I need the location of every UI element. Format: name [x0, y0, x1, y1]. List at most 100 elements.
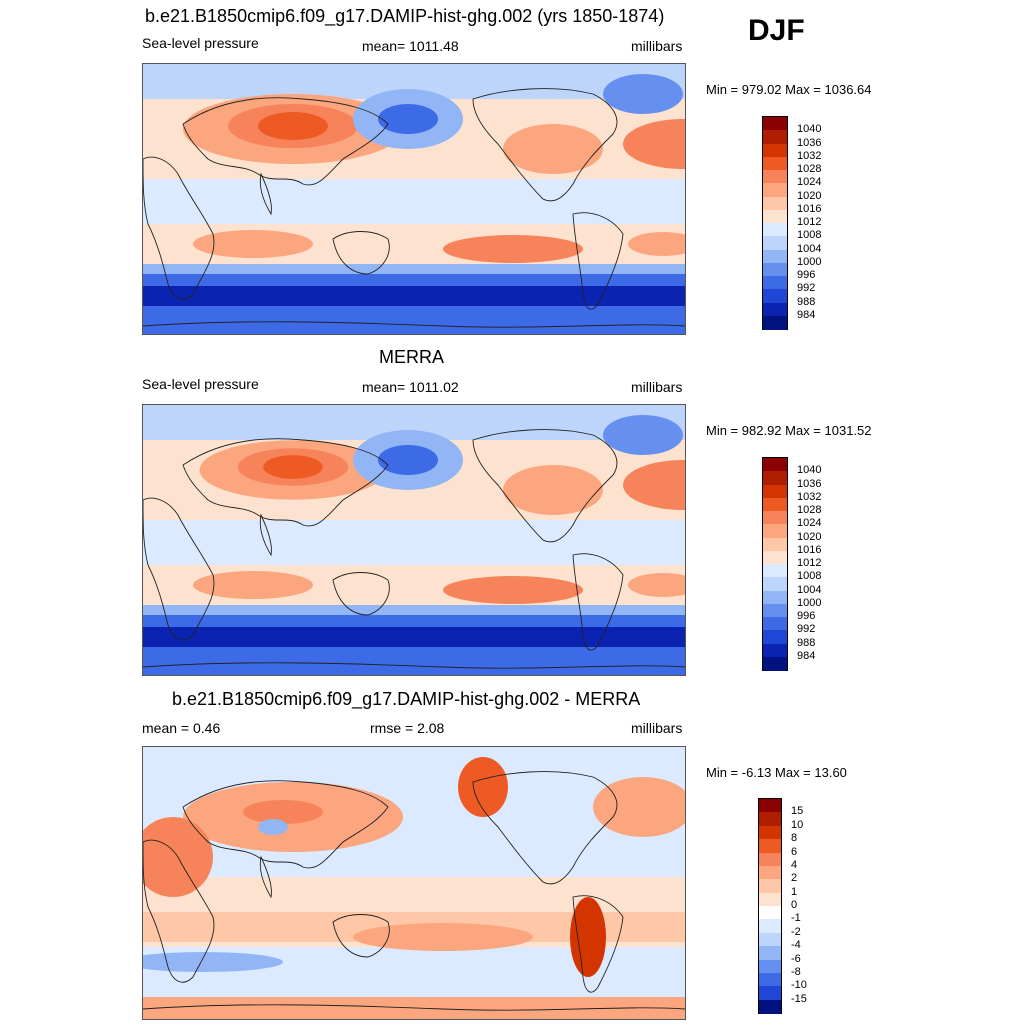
- colorbar-swatch: [763, 524, 787, 538]
- colorbar-label: 1028: [797, 163, 822, 175]
- colorbar-label: 2: [791, 872, 798, 885]
- colorbar-label: 996: [797, 269, 816, 281]
- colorbar-swatch: [759, 932, 781, 947]
- colorbar-label: 988: [797, 636, 816, 649]
- colorbar-swatch: [763, 262, 787, 277]
- coastline: [259, 855, 272, 899]
- colorbar-swatch: [763, 183, 787, 197]
- colorbar-swatch: [763, 209, 787, 224]
- azores-high: [623, 119, 685, 169]
- colorbar-swatch: [759, 906, 781, 920]
- colorbar-swatch: [763, 249, 787, 264]
- panel-2-mean-label: mean= 1011.02: [362, 379, 459, 395]
- colorbar-swatch: [759, 825, 781, 840]
- panel-1-map: [142, 63, 686, 335]
- colorbar-label: -15: [791, 992, 807, 1005]
- panel-1-mean-label: mean= 1011.48: [362, 38, 459, 54]
- polar-band: [143, 306, 685, 334]
- colorbar-swatch: [763, 577, 787, 591]
- colorbar-label: 1032: [797, 149, 822, 162]
- colorbar-swatch: [763, 196, 787, 211]
- south-pacific-high: [443, 576, 583, 604]
- circumpolar-low-band: [143, 286, 685, 306]
- colorbar-swatch: [763, 656, 787, 671]
- coastline: [182, 438, 389, 527]
- colorbar-swatch: [763, 236, 787, 250]
- coastline: [572, 212, 624, 310]
- coastline: [259, 172, 272, 216]
- south-atlantic-high: [628, 232, 685, 256]
- colorbar-label: 0: [791, 899, 798, 911]
- coastline: [332, 914, 390, 958]
- panel-3-minmax: Min = -6.13 Max = 13.60: [706, 765, 847, 780]
- siberian-high-center: [258, 112, 328, 140]
- colorbar-label: 1040: [797, 464, 822, 477]
- panel-2-map: [142, 404, 686, 676]
- colorbar-label: -4: [791, 939, 801, 952]
- icelandic-low: [603, 415, 683, 455]
- colorbar-swatch: [763, 484, 787, 499]
- colorbar-swatch: [763, 170, 787, 184]
- panel-2-map-canvas: [143, 405, 685, 675]
- colorbar-label: 10: [791, 818, 804, 831]
- colorbar-swatch: [763, 537, 787, 552]
- coastline: [572, 895, 624, 993]
- colorbar-swatch: [763, 511, 787, 525]
- tibet-negative: [258, 819, 288, 835]
- tropical-band: [143, 520, 685, 565]
- coastline: [472, 429, 618, 543]
- aleutian-low-core: [378, 104, 438, 134]
- colorbar-label: 984: [797, 308, 816, 321]
- panel-2-variable-label: Sea-level pressure: [142, 376, 259, 392]
- south-atlantic-high: [628, 573, 685, 597]
- colorbar-swatch: [763, 143, 787, 158]
- colorbar-swatch: [763, 130, 787, 144]
- coastline: [182, 97, 389, 186]
- colorbar-swatch: [759, 865, 781, 880]
- colorbar-label: 1032: [797, 490, 822, 503]
- colorbar-swatch: [763, 117, 787, 131]
- coastline: [143, 321, 685, 328]
- colorbar-swatch: [763, 471, 787, 485]
- coastline: [259, 513, 272, 557]
- colorbar-swatch: [759, 852, 781, 867]
- south-indian-high: [193, 230, 313, 258]
- panel-3-title: b.e21.B1850cmip6.f09_g17.DAMIP-hist-ghg.…: [172, 689, 641, 709]
- colorbar-label: 1: [791, 885, 798, 898]
- tropical-band: [143, 179, 685, 224]
- colorbar-swatch: [763, 550, 787, 565]
- colorbar-swatch: [759, 959, 781, 974]
- storm-track-band: [143, 274, 685, 289]
- colorbar-swatch: [763, 603, 787, 618]
- storm-track-band: [143, 615, 685, 630]
- colorbar-swatch: [763, 643, 787, 658]
- siberian-high-center: [263, 455, 323, 479]
- coastline: [472, 88, 618, 202]
- colorbar-label: 1008: [797, 570, 822, 583]
- coastline: [143, 497, 215, 641]
- panel-3-mean-label: mean = 0.46: [142, 720, 221, 736]
- colorbar-label: 15: [791, 805, 804, 818]
- colorbar-swatch: [759, 799, 781, 813]
- colorbar-swatch: [763, 590, 787, 605]
- colorbar-label: 1020: [797, 530, 822, 543]
- colorbar-swatch: [763, 617, 787, 631]
- colorbar-label: 1036: [797, 477, 822, 490]
- panel-3-rmse-label: rmse = 2.08: [370, 720, 445, 736]
- season-label: DJF: [748, 14, 805, 47]
- colorbar-label: -2: [791, 925, 801, 938]
- south-indian-high: [193, 571, 313, 599]
- aleutian-low-core: [378, 445, 438, 475]
- colorbar-swatch: [763, 223, 787, 237]
- coastline: [182, 780, 389, 869]
- colorbar-swatch: [763, 458, 787, 472]
- colorbar-label: 1012: [797, 557, 822, 569]
- colorbar-swatch: [759, 946, 781, 960]
- colorbar-swatch: [759, 919, 781, 934]
- south-pacific-high: [443, 235, 583, 263]
- coastline: [332, 572, 390, 616]
- panel-3-map: [142, 746, 686, 1020]
- panel-3-units-label: millibars: [631, 720, 683, 736]
- coastline: [472, 771, 618, 885]
- panel-2-title: MERRA: [379, 347, 445, 367]
